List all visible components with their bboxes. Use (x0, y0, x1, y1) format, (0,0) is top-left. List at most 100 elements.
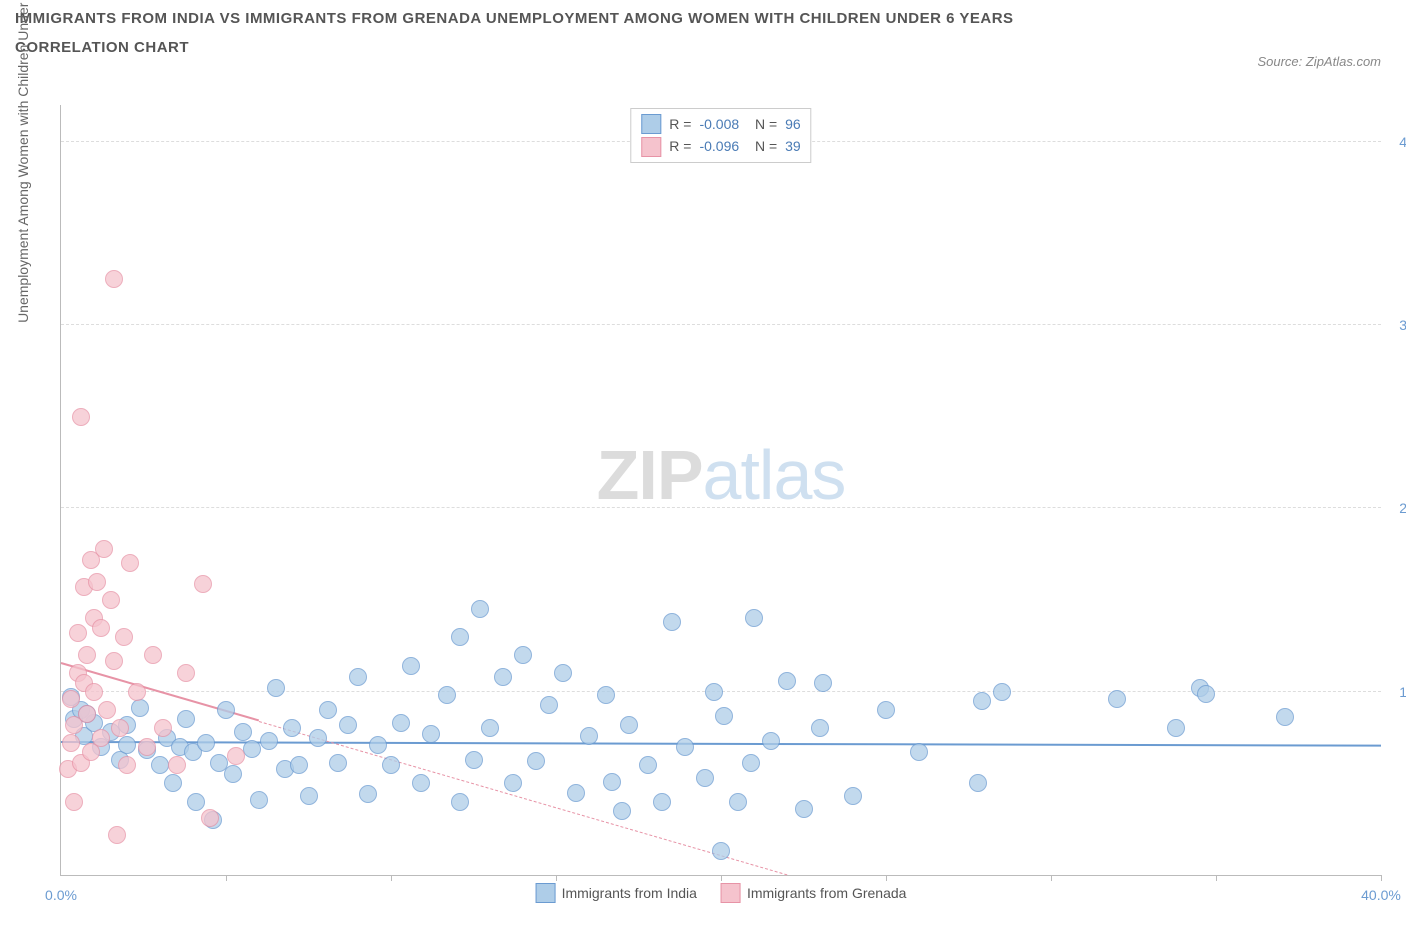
data-point-india (715, 707, 733, 725)
chart-title-line1: IMMIGRANTS FROM INDIA VS IMMIGRANTS FROM… (15, 10, 1391, 27)
data-point-india (712, 842, 730, 860)
data-point-india (653, 793, 671, 811)
x-tick (556, 875, 557, 881)
data-point-india (412, 774, 430, 792)
data-point-india (349, 668, 367, 686)
data-point-grenada (69, 624, 87, 642)
data-point-india (300, 787, 318, 805)
data-point-india (224, 765, 242, 783)
x-tick (1051, 875, 1052, 881)
gridline (61, 324, 1381, 325)
data-point-india (811, 719, 829, 737)
data-point-grenada (154, 719, 172, 737)
data-point-grenada (108, 826, 126, 844)
data-point-india (177, 710, 195, 728)
legend-item-india: Immigrants from India (536, 883, 697, 903)
data-point-india (494, 668, 512, 686)
r-label: R = (669, 135, 691, 157)
data-point-india (580, 727, 598, 745)
data-point-india (676, 738, 694, 756)
plot-area: ZIPatlas R = -0.008 N = 96R = -0.096 N =… (60, 105, 1381, 876)
data-point-india (369, 736, 387, 754)
x-tick (391, 875, 392, 881)
watermark-bold: ZIP (597, 436, 703, 514)
data-point-grenada (105, 270, 123, 288)
data-point-grenada (168, 756, 186, 774)
data-point-grenada (105, 652, 123, 670)
data-point-india (438, 686, 456, 704)
y-tick-label: 40.0% (1389, 134, 1406, 150)
data-point-india (844, 787, 862, 805)
legend-swatch (721, 883, 741, 903)
x-tick (886, 875, 887, 881)
data-point-india (319, 701, 337, 719)
series-legend: Immigrants from India Immigrants from Gre… (536, 883, 907, 903)
data-point-india (663, 613, 681, 631)
data-point-grenada (62, 690, 80, 708)
data-point-india (597, 686, 615, 704)
data-point-india (339, 716, 357, 734)
data-point-india (696, 769, 714, 787)
data-point-india (197, 734, 215, 752)
data-point-grenada (144, 646, 162, 664)
data-point-india (814, 674, 832, 692)
data-point-india (910, 743, 928, 761)
data-point-india (402, 657, 420, 675)
data-point-india (1108, 690, 1126, 708)
r-value: -0.096 (699, 135, 739, 157)
data-point-india (762, 732, 780, 750)
n-value: 39 (785, 135, 801, 157)
data-point-grenada (72, 408, 90, 426)
data-point-india (283, 719, 301, 737)
y-axis-label: Unemployment Among Women with Children U… (15, 0, 31, 323)
data-point-india (639, 756, 657, 774)
x-tick (226, 875, 227, 881)
data-point-india (309, 729, 327, 747)
watermark-light: atlas (703, 436, 846, 514)
x-max-label: 40.0% (1361, 887, 1401, 903)
legend-label: Immigrants from India (562, 885, 697, 901)
source-label: Source: ZipAtlas.com (1257, 54, 1381, 69)
data-point-grenada (62, 734, 80, 752)
r-label: R = (669, 113, 691, 135)
data-point-grenada (111, 719, 129, 737)
correlation-chart: Unemployment Among Women with Children U… (15, 90, 1391, 910)
data-point-grenada (92, 729, 110, 747)
data-point-grenada (102, 591, 120, 609)
data-point-grenada (85, 683, 103, 701)
legend-row-grenada: R = -0.096 N = 39 (641, 135, 800, 157)
n-label: N = (747, 135, 777, 157)
data-point-india (1167, 719, 1185, 737)
data-point-grenada (88, 573, 106, 591)
legend-swatch (536, 883, 556, 903)
data-point-india (250, 791, 268, 809)
data-point-india (164, 774, 182, 792)
data-point-india (705, 683, 723, 701)
data-point-india (471, 600, 489, 618)
data-point-grenada (118, 756, 136, 774)
data-point-india (527, 752, 545, 770)
data-point-india (567, 784, 585, 802)
data-point-india (877, 701, 895, 719)
data-point-india (451, 793, 469, 811)
legend-label: Immigrants from Grenada (747, 885, 907, 901)
data-point-india (993, 683, 1011, 701)
data-point-india (1276, 708, 1294, 726)
data-point-grenada (65, 793, 83, 811)
data-point-grenada (121, 554, 139, 572)
x-tick (1216, 875, 1217, 881)
data-point-india (451, 628, 469, 646)
data-point-india (620, 716, 638, 734)
data-point-india (243, 740, 261, 758)
data-point-india (217, 701, 235, 719)
data-point-india (554, 664, 572, 682)
data-point-india (392, 714, 410, 732)
data-point-india (514, 646, 532, 664)
data-point-grenada (128, 683, 146, 701)
data-point-india (290, 756, 308, 774)
data-point-india (745, 609, 763, 627)
data-point-grenada (78, 705, 96, 723)
data-point-india (329, 754, 347, 772)
data-point-grenada (92, 619, 110, 637)
data-point-india (1197, 685, 1215, 703)
